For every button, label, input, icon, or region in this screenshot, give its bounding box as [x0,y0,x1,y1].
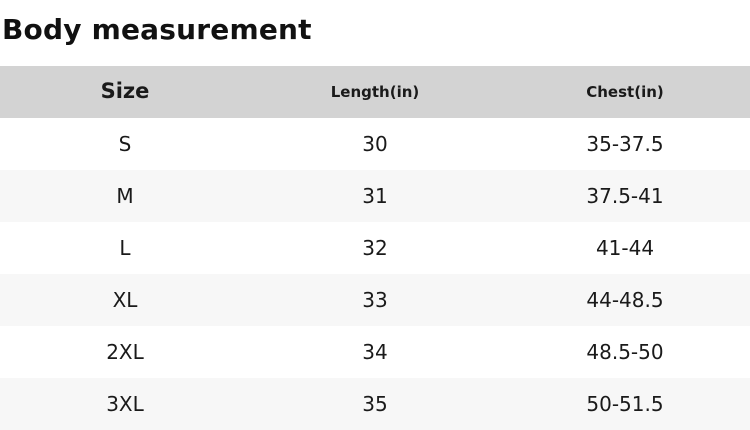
chest-cell: 35-37.5 [586,132,664,156]
table-row-m: M 31 37.5-41 [0,170,750,222]
size-cell: M [116,184,134,208]
table-header-row: Size Length(in) Chest(in) [0,66,750,118]
chest-cell: 44-48.5 [586,288,664,312]
size-cell: 2XL [106,340,144,364]
chest-cell: 50-51.5 [586,392,664,416]
column-header-length: Length(in) [330,83,420,101]
body-measurement-table: Size Length(in) Chest(in) S 30 35-37.5 M… [0,66,750,430]
chest-cell: 41-44 [595,236,655,260]
table-row-2xl: 2XL 34 48.5-50 [0,326,750,378]
table-row-s: S 30 35-37.5 [0,118,750,170]
page-title: Body measurement [2,12,312,46]
chest-cell: 48.5-50 [586,340,664,364]
table-row-3xl: 3XL 35 50-51.5 [0,378,750,430]
table-row-l: L 32 41-44 [0,222,750,274]
column-header-chest: Chest(in) [586,83,664,101]
length-cell: 35 [362,392,388,416]
title-zone: Body measurement [0,0,750,66]
size-cell: 3XL [106,392,144,416]
table-row-xl: XL 33 44-48.5 [0,274,750,326]
length-cell: 34 [362,340,388,364]
size-cell: S [118,132,132,156]
size-cell: XL [112,288,138,312]
length-cell: 32 [362,236,388,260]
chest-cell: 37.5-41 [586,184,664,208]
length-cell: 30 [362,132,388,156]
length-cell: 33 [362,288,388,312]
column-header-size: Size [100,79,150,104]
length-cell: 31 [362,184,388,208]
size-cell: L [119,236,131,260]
